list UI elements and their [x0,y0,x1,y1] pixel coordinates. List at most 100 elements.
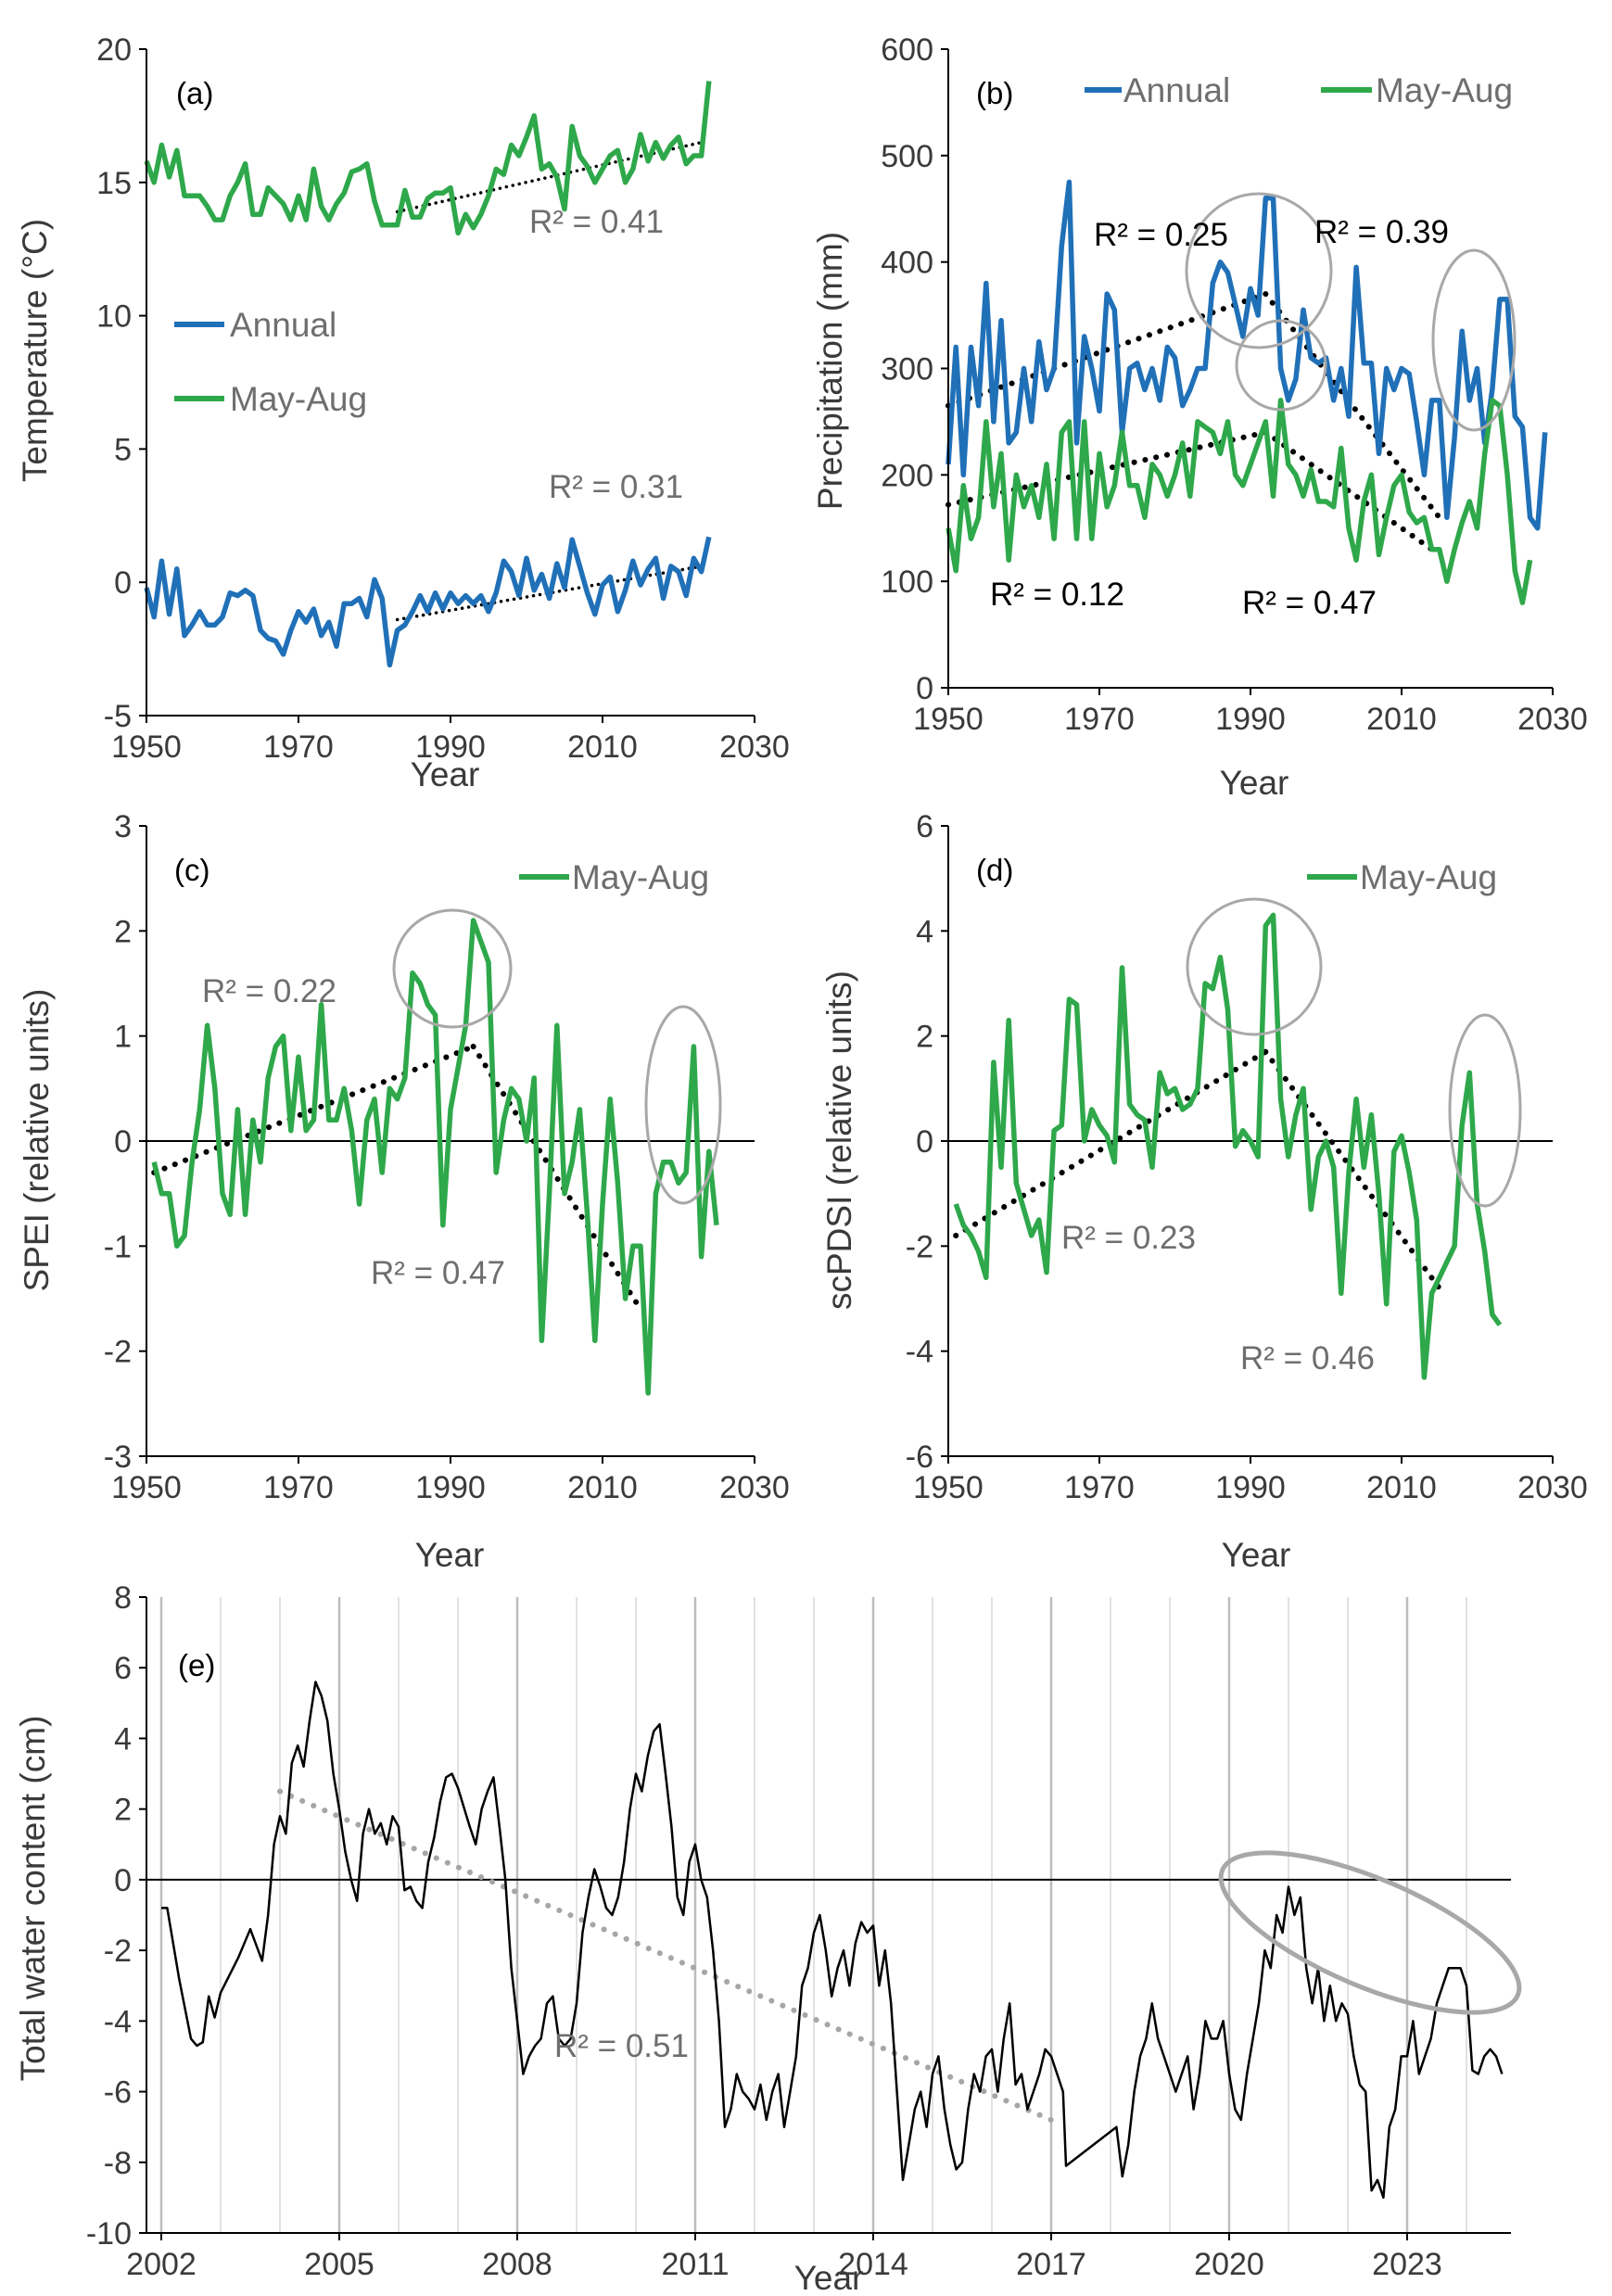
y-tick-label: 0 [114,1863,132,1898]
x-tick-label: 1970 [1064,1470,1135,1505]
r-squared-label: R² = 0.41 [529,204,664,240]
y-tick-label: 5 [114,432,132,467]
trend-line [1263,429,1442,558]
series-line [946,398,1533,605]
trend-line [470,1044,643,1313]
x-tick-label: 2014 [838,2247,908,2282]
panel-label: (b) [976,76,1013,110]
highlight-circle [1235,319,1327,412]
y-tick-label: 6 [114,1651,132,1686]
trend-line [1263,291,1442,521]
y-tick-label: -2 [104,1335,132,1370]
x-tick-label: 2010 [1366,702,1437,737]
panel-d-scpdsi-chart: -6 -4 -2 0 2 4 6 1950 1970 1990 2010 2030 (d) scPDS… [820,809,1588,1574]
series-line [144,536,712,668]
x-tick-label: 1950 [913,702,984,737]
legend-label: May-Aug [230,380,367,418]
legend-label: May-Aug [572,858,709,896]
r-squared-label: R² = 0.31 [549,469,683,505]
x-tick-label: 2030 [1517,1470,1588,1505]
highlight-circle [1448,1013,1522,1208]
highlight-circle [1431,248,1517,432]
trend-line [395,140,704,214]
x-tick-label: 2017 [1016,2247,1086,2282]
panel-e-water-content-chart: -10 -8 -6 -4 -2 0 2 4 6 8 2002 2005 2008 2011 2014 2017… [14,1580,1522,2296]
y-axis-title: Precipitation (mm) [811,232,849,510]
x-tick-label: 1950 [111,1470,182,1505]
legend: May-Aug [1307,858,1497,896]
trend-line [946,429,1269,508]
y-tick-label: 2 [114,914,132,949]
x-tick-label: 2010 [567,729,638,765]
y-tick-label: -4 [104,2004,132,2039]
y-axis-title: SPEI (relative units) [18,989,56,1292]
x-tick-label: 1950 [913,1470,984,1505]
trend-line [1263,1048,1442,1291]
x-axis-title: Year [415,1536,485,1574]
highlight-circles [392,908,722,1205]
y-tick-label: 2 [916,1020,933,1055]
y-tick-label: 4 [916,914,933,949]
y-tick-label: 0 [114,1124,132,1160]
x-tick-label: 2020 [1194,2247,1264,2282]
legend-label: Annual [1123,71,1230,109]
series-line [151,918,719,1396]
highlight-circle [1185,192,1333,349]
x-axis-title: Year [1220,764,1289,802]
x-tick-label: 2010 [567,1470,638,1505]
highlight-circle [644,1005,722,1205]
y-tick-label: 4 [114,1721,132,1757]
y-tick-label: 400 [881,246,933,281]
y-tick-label: 0 [916,1124,933,1160]
r-squared-label: R² = 0.51 [554,2028,689,2064]
y-tick-label: -2 [906,1229,933,1264]
x-tick-label: 1990 [415,1470,486,1505]
trend-line [395,564,704,622]
y-tick-label: 10 [96,299,132,335]
y-tick-label: 1 [114,1020,132,1055]
y-tick-label: 300 [881,352,933,387]
x-tick-label: 2008 [482,2247,552,2282]
y-tick-label: -6 [906,1440,933,1475]
x-tick-label: 2011 [661,2247,729,2282]
y-tick-label: 15 [96,166,132,201]
y-tick-label: 3 [114,809,132,844]
trend-line [277,1788,1054,2124]
series-line [144,81,712,236]
x-axis-title: Year [411,755,480,793]
legend-label: May-Aug [1360,858,1497,896]
x-tick-label: 2030 [719,729,790,765]
x-tick-label: 1970 [263,729,334,765]
x-tick-label: 2010 [1366,1470,1437,1505]
series-line [161,1681,1504,2200]
y-tick-label: -6 [104,2075,132,2111]
panel-a-temperature-chart: -5 0 5 10 15 20 1950 1970 1990 2010 2030 (a) Tempe… [16,32,790,793]
x-tick-label: 1970 [1064,702,1135,737]
y-tick-label: -2 [104,1934,132,1969]
x-tick-label: 2002 [126,2247,197,2282]
highlight-circle [392,908,513,1029]
legend: Annual May-Aug [174,306,367,418]
legend-label: Annual [230,306,336,344]
legend: Annual May-Aug [1085,71,1513,109]
y-tick-label: -4 [906,1335,933,1370]
r-squared-label: R² = 0.47 [1242,585,1377,621]
r-squared-label: R² = 0.22 [202,973,336,1009]
panel-c-spei-chart: -3 -2 -1 0 1 2 3 1950 1970 1990 2010 2030 (c) SPEI … [18,809,790,1574]
r-squared-label: R² = 0.23 [1061,1220,1196,1256]
legend-label: May-Aug [1376,71,1513,109]
x-tick-label: 2005 [304,2247,374,2282]
y-tick-label: 6 [916,809,933,844]
x-tick-label: 1950 [111,729,182,765]
x-tick-label: 1970 [263,1470,334,1505]
highlight-circle [1218,1850,1522,2015]
y-axis-title: scPDSI (relative units) [820,970,858,1310]
y-tick-label: -10 [86,2216,132,2252]
r-squared-label: R² = 0.46 [1240,1340,1375,1376]
x-tick-label: 2030 [1517,702,1588,737]
legend: May-Aug [519,858,709,896]
y-tick-label: -3 [104,1440,132,1475]
y-tick-label: -8 [104,2146,132,2181]
